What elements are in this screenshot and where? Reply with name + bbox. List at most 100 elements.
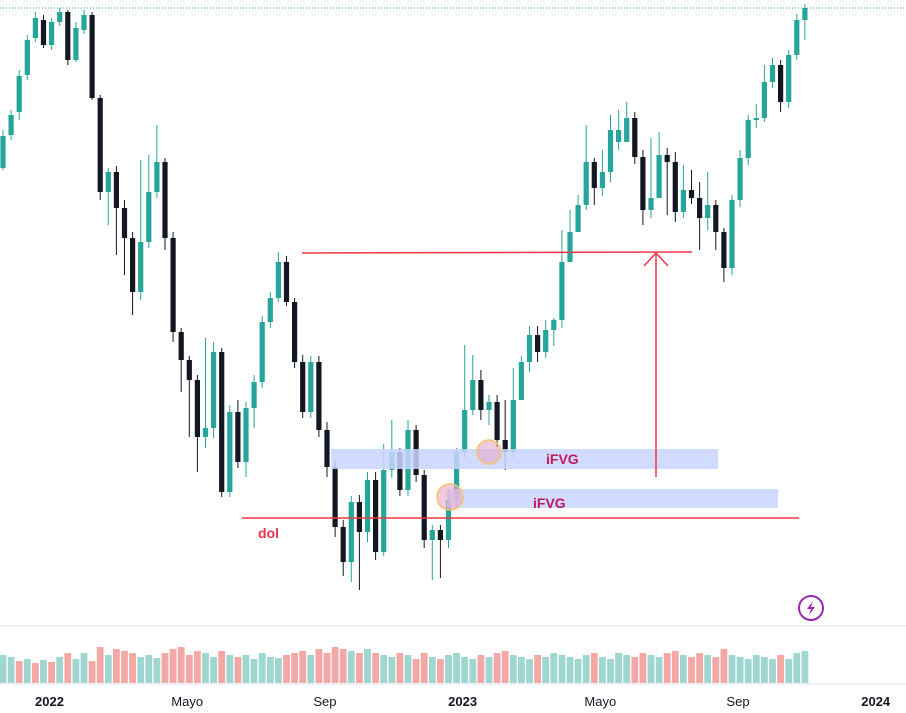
candle-body xyxy=(494,402,500,440)
volume-bar xyxy=(380,655,388,683)
candle xyxy=(324,422,330,477)
candle-body xyxy=(154,162,160,192)
candle-body xyxy=(697,198,703,218)
candle-body xyxy=(202,428,209,437)
volume-bar xyxy=(161,653,169,683)
x-axis-tick-label: Mayo xyxy=(584,694,616,709)
ifvg-zone-lower[interactable] xyxy=(447,489,778,508)
candle-body xyxy=(324,430,330,467)
candle xyxy=(656,132,662,198)
volume-bar xyxy=(364,649,371,683)
volume-bar xyxy=(663,653,671,683)
candle xyxy=(332,460,338,537)
volume-bar xyxy=(590,653,598,683)
candle-body xyxy=(462,410,468,452)
candle-body xyxy=(146,192,152,242)
candle-body xyxy=(656,155,662,198)
candle-body xyxy=(397,452,403,490)
candle-body xyxy=(364,480,371,532)
volume-bar xyxy=(169,649,177,683)
ifvg-zone-upper[interactable] xyxy=(331,449,718,469)
candle-body xyxy=(543,330,549,352)
volume-bar xyxy=(315,649,323,683)
candle xyxy=(802,4,808,40)
volume-bar xyxy=(420,653,428,683)
volume-bar xyxy=(153,658,161,683)
volume-bar xyxy=(761,657,768,683)
candle xyxy=(599,150,605,196)
volume-bar xyxy=(404,655,412,683)
candle xyxy=(154,125,160,198)
candle xyxy=(251,375,257,428)
candle-body xyxy=(769,65,776,82)
x-axis-tick-label: Sep xyxy=(313,694,336,709)
volume-bar xyxy=(445,655,452,683)
volume-bar xyxy=(48,662,55,683)
volume-bar xyxy=(623,655,631,683)
x-axis-background xyxy=(0,684,906,713)
volume-bar xyxy=(64,653,72,683)
candle xyxy=(105,168,111,225)
candle-body xyxy=(57,12,63,22)
volume-bar xyxy=(509,655,517,683)
volume-bar xyxy=(388,657,396,683)
volume-bar xyxy=(712,657,720,683)
candle xyxy=(364,472,371,542)
candle-body xyxy=(0,136,6,168)
candle xyxy=(24,35,30,80)
swing-high-line[interactable] xyxy=(301,251,693,254)
volume-bar xyxy=(696,653,703,683)
candle xyxy=(794,14,800,60)
volume-bar xyxy=(291,653,298,683)
candle xyxy=(227,405,233,497)
candle-body xyxy=(421,475,427,540)
candle xyxy=(16,70,22,120)
candle-body xyxy=(761,82,767,118)
candle xyxy=(518,356,524,400)
candle xyxy=(170,232,176,342)
volume-bar xyxy=(469,659,477,683)
candle-body xyxy=(680,190,686,212)
candle xyxy=(607,115,614,182)
candle-body xyxy=(227,412,233,492)
candle xyxy=(421,470,427,548)
candle xyxy=(340,520,346,576)
volume-bar xyxy=(96,647,104,683)
candle xyxy=(49,18,55,50)
candle xyxy=(308,356,314,418)
volume-bar xyxy=(242,655,250,683)
candle xyxy=(300,355,306,418)
candle xyxy=(32,12,38,42)
volume-bar xyxy=(566,657,574,683)
candle-body xyxy=(721,232,727,268)
candle-body xyxy=(445,500,452,540)
volume-bar xyxy=(461,657,469,683)
candle-body xyxy=(454,452,460,500)
volume-bar xyxy=(736,657,744,683)
candle xyxy=(437,525,443,578)
volume-bar xyxy=(347,651,355,683)
candle-body xyxy=(429,530,435,540)
volume-bar xyxy=(234,657,242,683)
lightning-icon[interactable] xyxy=(798,595,824,621)
ifvg-label-lower: iFVG xyxy=(533,495,566,511)
candle-body xyxy=(97,98,103,192)
volume-bar xyxy=(0,655,7,683)
dol-label: dol xyxy=(258,525,279,541)
candle xyxy=(259,316,265,388)
volume-bar xyxy=(323,653,331,683)
candle-body xyxy=(348,502,354,562)
candle xyxy=(97,95,103,200)
candle xyxy=(267,292,273,328)
target-arrow-head xyxy=(643,251,669,267)
candle xyxy=(202,338,209,448)
candle-body xyxy=(648,198,654,210)
volume-bar xyxy=(7,657,15,683)
volume-bar xyxy=(647,655,655,683)
volume-bar xyxy=(671,651,679,683)
candle-body xyxy=(470,380,476,410)
candle xyxy=(219,348,225,497)
volume-bar xyxy=(493,653,501,683)
candle xyxy=(591,158,597,205)
